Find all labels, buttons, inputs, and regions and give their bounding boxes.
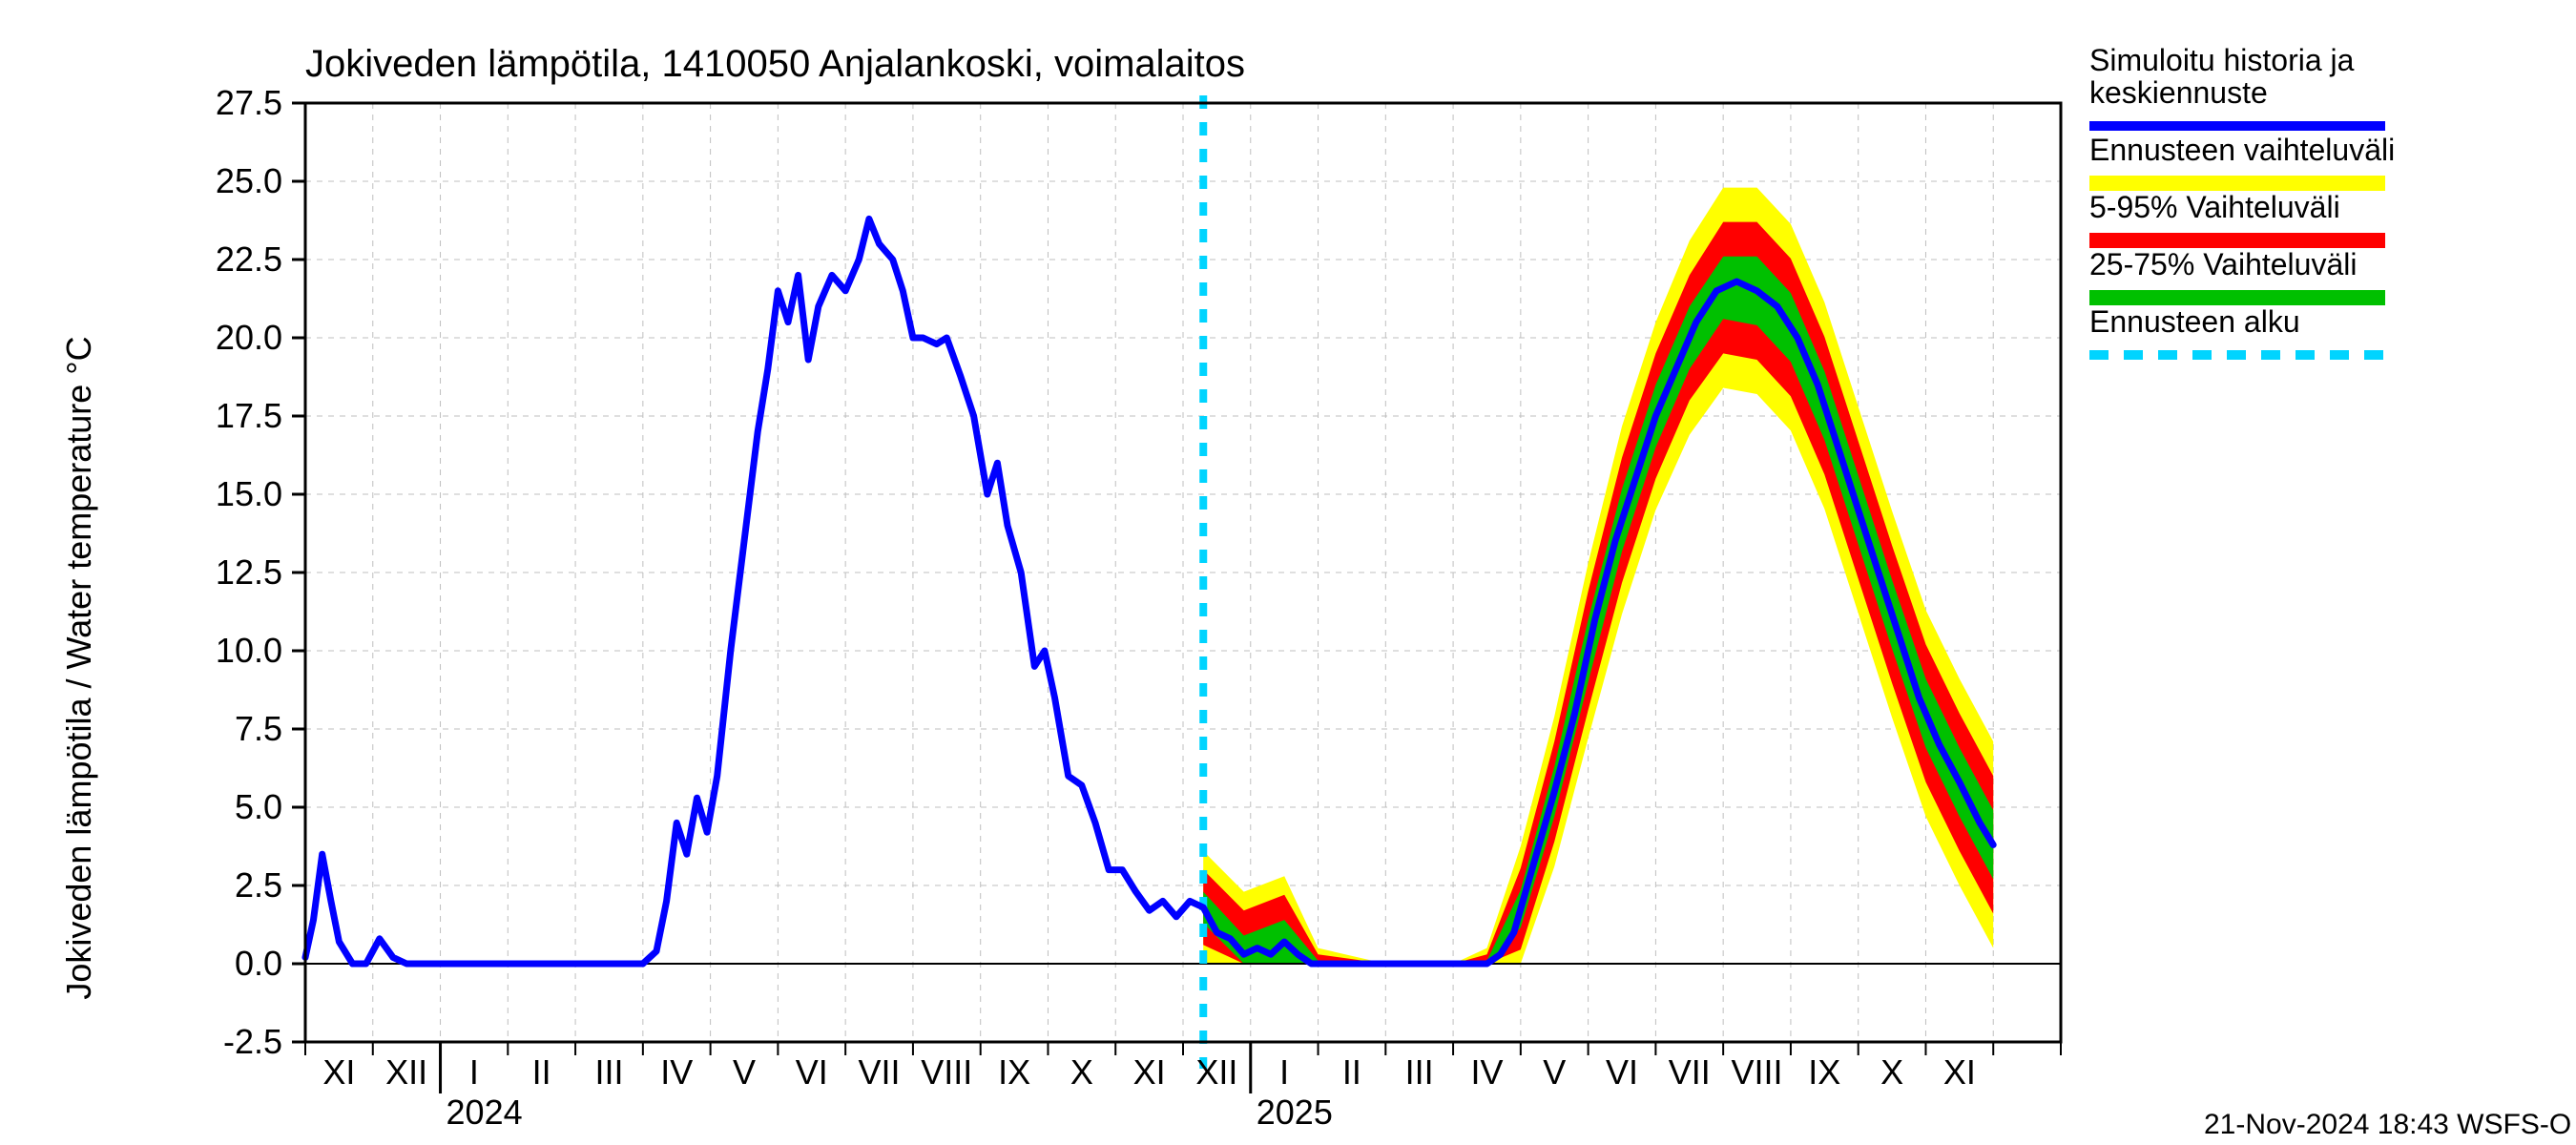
x-month-label: VIII: [921, 1052, 972, 1092]
x-month-label: XII: [1195, 1052, 1237, 1092]
y-tick-label: 22.5: [216, 239, 282, 279]
x-month-label: IV: [1470, 1052, 1503, 1092]
legend-label: Ennusteen vaihteluväli: [2089, 133, 2395, 167]
x-year-label: 2025: [1257, 1093, 1333, 1132]
legend: Simuloitu historia jakeskiennuste Ennuste…: [2089, 43, 2395, 355]
legend-swatch: [2089, 290, 2385, 305]
legend-label: 5-95% Vaihteluväli: [2089, 190, 2340, 224]
x-month-label: X: [1880, 1052, 1903, 1092]
x-month-label: V: [733, 1052, 756, 1092]
chart-title: Jokiveden lämpötila, 1410050 Anjalankosk…: [305, 43, 1245, 85]
x-month-label: V: [1543, 1052, 1566, 1092]
x-month-label: III: [1405, 1052, 1434, 1092]
legend-label: 25-75% Vaihteluväli: [2089, 247, 2357, 281]
x-month-label: IV: [660, 1052, 693, 1092]
x-month-label: VII: [859, 1052, 901, 1092]
x-month-label: IX: [998, 1052, 1030, 1092]
y-tick-label: -2.5: [223, 1022, 282, 1061]
x-month-label: II: [1342, 1052, 1361, 1092]
y-tick-label: 5.0: [235, 787, 282, 826]
x-month-label: I: [469, 1052, 479, 1092]
y-tick-label: 0.0: [235, 944, 282, 983]
x-month-label: VII: [1669, 1052, 1711, 1092]
x-month-label: XII: [385, 1052, 427, 1092]
footer-timestamp: 21-Nov-2024 18:43 WSFS-O: [2204, 1109, 2571, 1140]
legend-swatch: [2089, 233, 2385, 248]
y-tick-label: 7.5: [235, 709, 282, 748]
x-month-label: II: [532, 1052, 551, 1092]
x-month-label: I: [1279, 1052, 1289, 1092]
y-tick-label: 15.0: [216, 474, 282, 513]
x-month-label: IX: [1808, 1052, 1840, 1092]
water-temperature-chart: Jokiveden lämpötila, 1410050 Anjalankosk…: [0, 0, 2576, 1145]
y-tick-label: 20.0: [216, 318, 282, 357]
x-month-label: X: [1070, 1052, 1093, 1092]
x-month-label: VI: [1606, 1052, 1638, 1092]
y-tick-label: 17.5: [216, 396, 282, 435]
y-tick-label: 25.0: [216, 161, 282, 200]
y-tick-label: 2.5: [235, 865, 282, 905]
legend-label: Ennusteen alku: [2089, 304, 2300, 339]
plot-area: -2.5 0.0 2.5 5.0 7.5 10.0 12.5 15.0 17.5 20.0 22.5…: [216, 83, 2061, 1132]
y-tick-label: 12.5: [216, 552, 282, 592]
legend-swatch: [2089, 176, 2385, 191]
x-month-label: XI: [1943, 1052, 1976, 1092]
legend-label: Simuloitu historia ja: [2089, 43, 2355, 77]
y-tick-label: 10.0: [216, 631, 282, 670]
y-tick-label: 27.5: [216, 83, 282, 122]
x-year-label: 2024: [447, 1093, 523, 1132]
x-month-label: III: [594, 1052, 623, 1092]
legend-label: keskiennuste: [2089, 75, 2268, 110]
x-month-label: VIII: [1732, 1052, 1783, 1092]
x-month-label: VI: [796, 1052, 828, 1092]
x-month-label: XI: [322, 1052, 355, 1092]
y-axis-label: Jokiveden lämpötila / Water temperature …: [59, 336, 98, 999]
x-month-label: XI: [1133, 1052, 1166, 1092]
